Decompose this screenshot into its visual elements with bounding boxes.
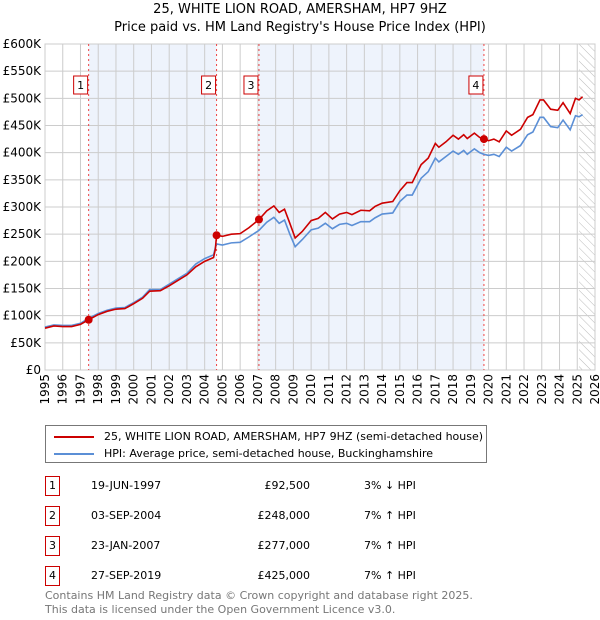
y-tick-label: £550K <box>3 64 43 78</box>
y-tick-label: £400K <box>3 146 43 160</box>
legend-label: 25, WHITE LION ROAD, AMERSHAM, HP7 9HZ (… <box>104 430 484 443</box>
price-chart: 1995 1996 1997 1998 1999 2000 2001 2002 2003 2004… <box>3 37 600 405</box>
sale-label: 1 <box>77 79 84 92</box>
x-tick-label: 2019 <box>464 374 478 405</box>
legend-item-property: 25, WHITE LION ROAD, AMERSHAM, HP7 9HZ (… <box>54 430 483 443</box>
sale-label-box <box>243 75 259 95</box>
x-tick-label: 2020 <box>482 374 496 405</box>
y-tick-label: £300K <box>3 200 43 214</box>
transaction-number: 2 <box>45 506 60 526</box>
legend: 25, WHITE LION ROAD, AMERSHAM, HP7 9HZ (… <box>45 425 487 463</box>
legend-item-hpi: HPI: Average price, semi-detached house,… <box>54 447 433 460</box>
x-tick-label: 2018 <box>446 374 460 405</box>
x-tick-label: 1999 <box>109 374 123 405</box>
legend-label: HPI: Average price, semi-detached house,… <box>104 447 434 460</box>
y-tick-label: £100K <box>3 309 43 323</box>
sale-point <box>479 135 488 144</box>
x-tick-label: 1996 <box>56 374 70 405</box>
sale-label: 2 <box>205 79 212 92</box>
property-price-line <box>44 96 584 329</box>
transaction-row: 2 03-SEP-2004 £248,000 7% ↑ HPI <box>45 506 445 526</box>
x-tick-label: 2012 <box>340 374 354 405</box>
sale-label: 3 <box>247 79 254 92</box>
x-tick-label: 2008 <box>269 374 283 405</box>
x-tick-label: 1997 <box>73 374 87 405</box>
x-tick-label: 2013 <box>357 374 371 405</box>
sale-label: 4 <box>472 79 479 92</box>
transaction-price: £92,500 <box>264 479 311 492</box>
x-tick-label: 2016 <box>411 374 425 405</box>
transaction-number: 4 <box>45 566 60 586</box>
y-tick-label: £150K <box>3 282 43 296</box>
transaction-hpi-diff: 3% ↓ HPI <box>364 479 416 492</box>
legend-swatch-red <box>54 435 94 438</box>
transaction-number: 1 <box>45 476 60 496</box>
plot-border <box>44 43 596 371</box>
transaction-price: £248,000 <box>257 509 311 522</box>
transaction-row: 3 23-JAN-2007 £277,000 7% ↑ HPI <box>45 536 445 556</box>
y-tick-label: £350K <box>3 173 43 187</box>
x-tick-label: 2004 <box>198 374 212 405</box>
x-tick-label: 2002 <box>162 374 176 405</box>
x-tick-label: 2023 <box>535 374 549 405</box>
y-tick-label: £500K <box>3 91 43 105</box>
transaction-date: 23-JAN-2007 <box>91 539 161 552</box>
transaction-row: 1 19-JUN-1997 £92,500 3% ↓ HPI <box>45 476 445 496</box>
transaction-hpi-diff: 7% ↑ HPI <box>364 509 416 522</box>
x-tick-label: 2024 <box>553 374 567 405</box>
y-tick-label: £450K <box>3 119 43 133</box>
footer-line-1: Contains HM Land Registry data © Crown c… <box>45 589 473 602</box>
x-tick-label: 2007 <box>251 374 265 405</box>
chart-title: 25, WHITE LION ROAD, AMERSHAM, HP7 9HZ <box>153 2 447 17</box>
x-tick-label: 2006 <box>233 374 247 405</box>
x-tick-label: 1995 <box>38 374 52 405</box>
transaction-hpi-diff: 7% ↑ HPI <box>364 569 416 582</box>
x-tick-label: 2001 <box>144 374 158 405</box>
transaction-date: 27-SEP-2019 <box>91 569 162 582</box>
transaction-price: £425,000 <box>257 569 311 582</box>
x-tick-label: 2014 <box>375 374 389 405</box>
y-tick-label: £0 <box>26 363 41 377</box>
x-tick-label: 2017 <box>428 374 442 405</box>
chart-subtitle: Price paid vs. HM Land Registry's House … <box>114 20 486 35</box>
sale-point <box>84 315 93 324</box>
hpi-line <box>44 113 583 328</box>
y-tick-label: £200K <box>3 254 43 268</box>
x-tick-label: 2021 <box>499 374 513 405</box>
footer-line-2: This data is licensed under the Open Gov… <box>45 603 396 616</box>
y-tick-label: £250K <box>3 227 43 241</box>
transaction-date: 19-JUN-1997 <box>91 479 162 492</box>
sale-point <box>212 231 221 240</box>
y-tick-label: £600K <box>3 37 43 51</box>
transaction-hpi-diff: 7% ↑ HPI <box>364 539 416 552</box>
x-tick-label: 2000 <box>127 374 141 405</box>
transaction-price: £277,000 <box>257 539 311 552</box>
x-tick-label: 2009 <box>286 374 300 405</box>
transaction-date: 03-SEP-2004 <box>91 509 162 522</box>
transaction-number: 3 <box>45 536 60 556</box>
x-tick-label: 2010 <box>304 374 318 405</box>
sale-label-box <box>201 75 217 95</box>
x-tick-label: 2011 <box>322 374 336 405</box>
x-tick-label: 2003 <box>180 374 194 405</box>
sale-point <box>254 215 263 224</box>
legend-swatch-blue <box>54 452 94 455</box>
y-tick-label: £50K <box>10 336 42 350</box>
x-tick-label: 2026 <box>588 374 600 405</box>
x-tick-label: 2015 <box>393 374 407 405</box>
x-tick-label: 1998 <box>91 374 105 405</box>
x-tick-label: 2022 <box>517 374 531 405</box>
x-tick-label: 2005 <box>215 374 229 405</box>
transaction-row: 4 27-SEP-2019 £425,000 7% ↑ HPI <box>45 566 445 586</box>
x-tick-label: 2025 <box>570 374 584 405</box>
sale-label-box <box>468 75 484 95</box>
sale-label-box <box>73 75 89 95</box>
